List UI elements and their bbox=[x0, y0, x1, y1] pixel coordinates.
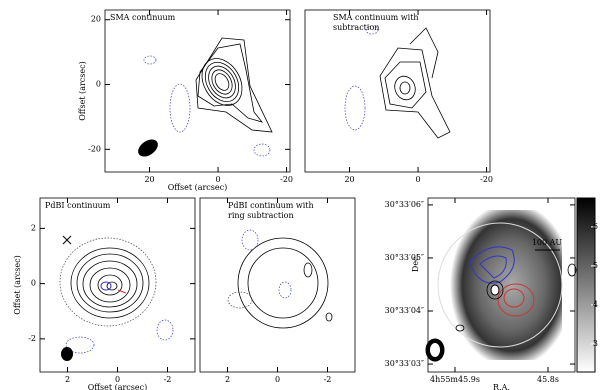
x-axis-label: Offset (arcsec) bbox=[168, 183, 227, 192]
x-tick-label: 2 bbox=[225, 375, 230, 384]
x-tick-label: 0 bbox=[416, 175, 421, 184]
frame bbox=[104, 9, 291, 173]
frame bbox=[199, 197, 356, 373]
x-tick-label: 0 bbox=[115, 375, 120, 384]
panel-title: PdBI continuum with bbox=[228, 201, 314, 210]
frame bbox=[304, 9, 491, 173]
contours bbox=[59, 25, 596, 373]
y-tick-label: -2 bbox=[28, 334, 36, 343]
panel-title: PdBI continuum bbox=[45, 201, 111, 210]
frame bbox=[427, 197, 576, 373]
scale-label: 100 AU bbox=[532, 238, 563, 247]
x-axis-label: R.A. bbox=[493, 383, 510, 390]
y-tick-label: 30°33′03″ bbox=[385, 359, 424, 368]
y-tick-label: 30°33′04″ bbox=[385, 306, 424, 315]
x-tick-label: -20 bbox=[480, 175, 493, 184]
colorbar-tick-label: 6 bbox=[593, 222, 598, 231]
panel-title: SMA continuum bbox=[110, 13, 176, 22]
y-axis-label: Offset (arcsec) bbox=[78, 61, 87, 120]
x-tick-label: -2 bbox=[164, 375, 172, 384]
panel-title: subtraction bbox=[333, 23, 379, 32]
x-tick-label: 0 bbox=[216, 175, 221, 184]
x-tick-label: 45.8s bbox=[537, 375, 559, 384]
x-tick-label: 20 bbox=[344, 175, 354, 184]
y-tick-label: -20 bbox=[88, 144, 101, 153]
y-tick-label: 30°33′05″ bbox=[385, 253, 424, 262]
y-tick-label: 30°33′06″ bbox=[385, 200, 424, 209]
beam bbox=[61, 347, 73, 361]
x-axis-label: Offset (arcsec) bbox=[88, 383, 147, 390]
colorbar-tick-label: 5 bbox=[593, 261, 598, 270]
x-tick-label: 20 bbox=[144, 175, 154, 184]
x-tick-label: -2 bbox=[324, 375, 332, 384]
y-tick-label: 0 bbox=[31, 279, 36, 288]
y-tick-label: 20 bbox=[91, 15, 101, 24]
y-axis-label: Dec. bbox=[411, 254, 420, 272]
y-tick-label: 2 bbox=[31, 223, 36, 232]
frame bbox=[39, 197, 196, 373]
colorbar-tick-label: 3 bbox=[593, 339, 598, 348]
beam bbox=[138, 139, 158, 157]
x-tick-label: -20 bbox=[280, 175, 293, 184]
colorbar bbox=[576, 197, 596, 373]
y-tick-label: 0 bbox=[96, 80, 101, 89]
x-tick-label: 2 bbox=[65, 375, 70, 384]
x-tick-label: 0 bbox=[275, 375, 280, 384]
y-axis-label: Offset (arcsec) bbox=[13, 255, 22, 314]
colorbar-tick-label: 4 bbox=[593, 300, 598, 309]
x-tick-label: 4h55m45.9s bbox=[430, 375, 480, 384]
panel-title: SMA continuum with bbox=[333, 13, 419, 22]
panel-title: ring subtraction bbox=[228, 211, 294, 220]
